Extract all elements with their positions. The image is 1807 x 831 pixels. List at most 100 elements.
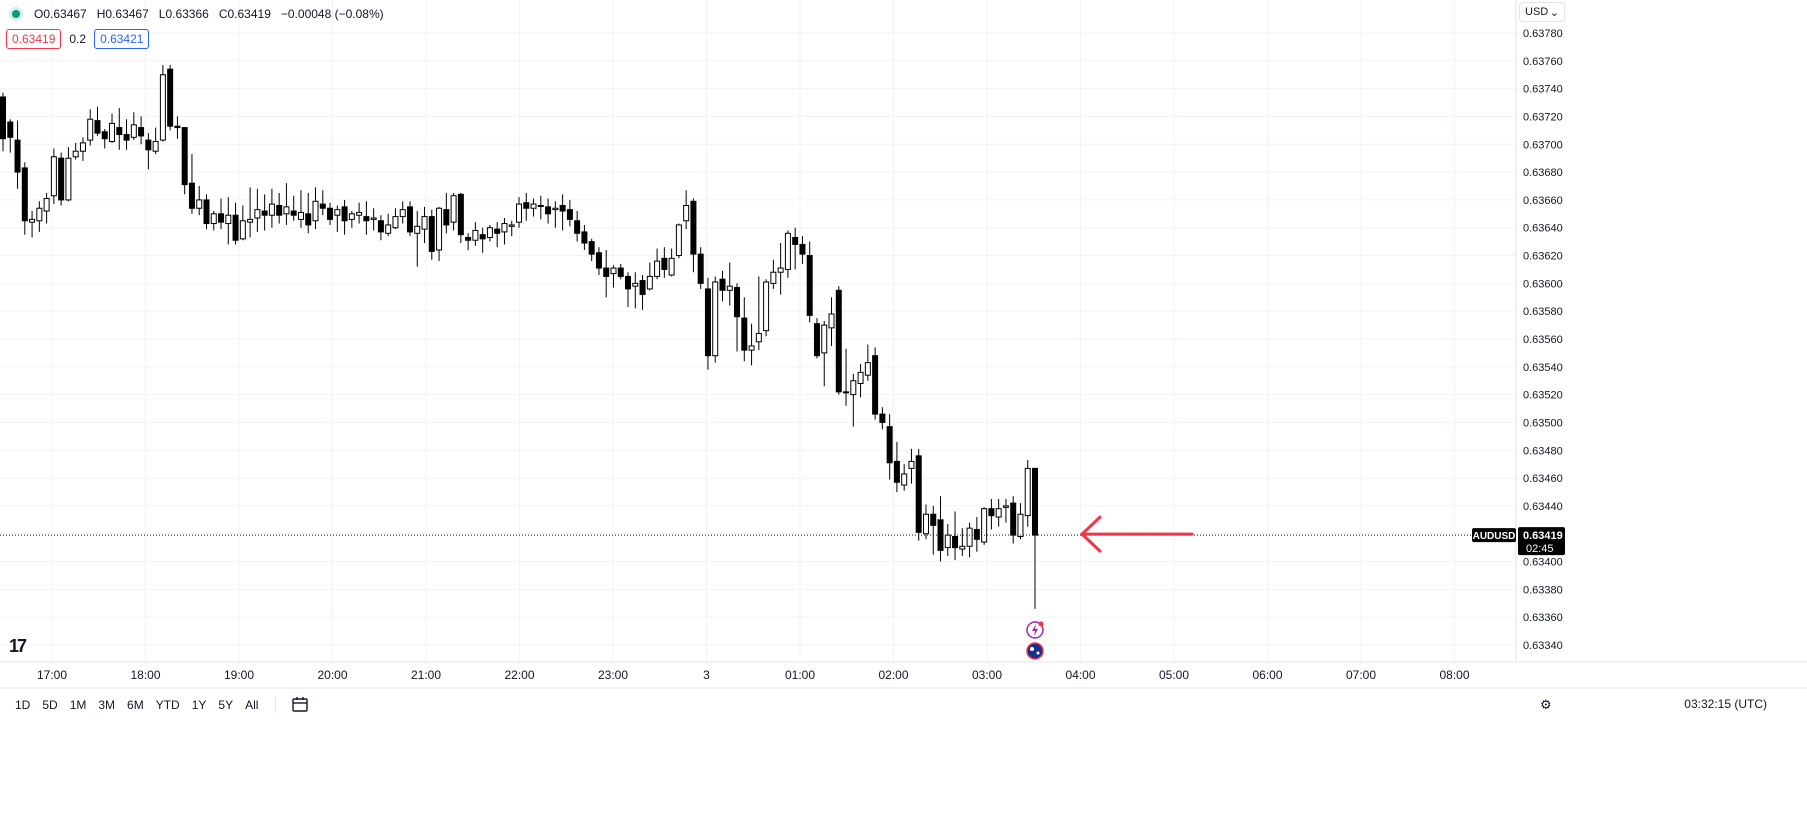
candle-down	[261, 210, 268, 216]
x-tick-label: 22:00	[504, 668, 534, 682]
candle-down	[523, 202, 530, 209]
candle-down	[799, 243, 806, 255]
range-button-1d[interactable]: 1D	[15, 698, 31, 712]
range-button-3m[interactable]: 3M	[98, 698, 116, 712]
candle-down	[937, 519, 944, 551]
currency-select[interactable]: USD ⌄	[1519, 2, 1565, 22]
candle-up	[501, 223, 508, 233]
candle-down	[457, 193, 464, 236]
candle-down	[406, 206, 413, 233]
candle-down	[741, 317, 748, 351]
candle-down	[167, 68, 174, 127]
candle-up	[857, 371, 864, 385]
candle-up	[1002, 505, 1009, 508]
candle-up	[472, 230, 479, 241]
range-button-1m[interactable]: 1M	[69, 698, 87, 712]
range-button-all[interactable]: All	[245, 698, 259, 712]
x-tick-label: 17:00	[37, 668, 67, 682]
utc-clock[interactable]: 03:32:15 (UTC)	[1684, 697, 1767, 711]
candle-up	[399, 209, 406, 218]
y-tick-label: 0.63460	[1523, 473, 1563, 485]
y-tick-label: 0.63440	[1523, 501, 1563, 513]
close-value: C0.63419	[218, 7, 271, 21]
candle-up	[486, 227, 493, 238]
candle-up	[283, 206, 290, 215]
candle-up	[675, 224, 682, 257]
candle-down	[806, 255, 813, 316]
y-tick-label: 0.63740	[1523, 84, 1563, 96]
x-tick-label: 05:00	[1159, 668, 1189, 682]
range-button-ytd[interactable]: YTD	[155, 698, 180, 712]
candle-up	[944, 534, 951, 549]
candle-down	[930, 513, 937, 526]
candle-down	[813, 323, 820, 357]
y-tick-label: 0.63480	[1523, 445, 1563, 457]
candle-up	[632, 282, 639, 287]
candle-down	[494, 228, 501, 234]
candle-up	[239, 220, 246, 240]
candle-up	[152, 140, 159, 152]
y-tick-label: 0.63380	[1523, 584, 1563, 596]
candle-down	[973, 529, 980, 540]
candle-down	[174, 125, 181, 129]
candle-down	[617, 267, 624, 277]
candle-up	[29, 218, 36, 223]
candle-up	[530, 203, 537, 209]
candle-down	[443, 209, 450, 226]
candle-up	[748, 345, 755, 351]
range-button-6m[interactable]: 6M	[127, 698, 144, 712]
candle-up	[959, 545, 966, 550]
candle-up	[130, 124, 137, 138]
tradingview-logo[interactable]: 17	[9, 636, 27, 656]
candle-down	[188, 182, 195, 209]
candle-down	[377, 220, 384, 233]
candle-up	[850, 380, 857, 396]
x-tick-label: 03:00	[972, 668, 1002, 682]
red-arrow-annotation[interactable]	[1079, 515, 1194, 553]
candle-up	[1024, 467, 1031, 517]
buy-price-button[interactable]: 0.63421	[94, 29, 150, 49]
candle-down	[872, 355, 879, 415]
candle-down	[218, 213, 225, 223]
candle-down	[0, 96, 6, 140]
candle-down	[101, 131, 108, 140]
news-flash-icon[interactable]	[1026, 621, 1044, 639]
sell-price-button[interactable]: 0.63419	[6, 29, 62, 49]
candle-up	[995, 508, 1002, 518]
y-tick-label: 0.63700	[1523, 139, 1563, 151]
candle-up	[79, 142, 86, 152]
x-tick-label: 23:00	[598, 668, 628, 682]
spread-value: 0.2	[69, 32, 87, 46]
candle-up	[908, 460, 915, 469]
calendar-range-icon[interactable]	[286, 693, 314, 717]
market-status-dot	[12, 10, 20, 18]
candle-down	[566, 209, 573, 220]
candle-up	[712, 281, 719, 357]
candle-down	[559, 204, 566, 212]
candle-down	[661, 257, 668, 270]
candle-up	[370, 217, 377, 220]
y-tick-label: 0.63620	[1523, 251, 1563, 263]
candle-up	[210, 213, 217, 225]
range-button-5d[interactable]: 5D	[42, 698, 58, 712]
candle-down	[792, 236, 799, 245]
candle-up	[392, 216, 399, 229]
x-tick-label: 3	[703, 668, 710, 682]
toolbar-divider	[275, 697, 277, 713]
candle-up	[843, 391, 850, 394]
candle-up	[516, 203, 522, 223]
candle-up	[254, 209, 261, 219]
x-tick-label: 19:00	[224, 668, 254, 682]
x-tick-label: 18:00	[130, 668, 160, 682]
candle-up	[65, 157, 72, 201]
y-tick-label: 0.63600	[1523, 278, 1563, 290]
settings-icon[interactable]: ⚙	[1540, 697, 1552, 712]
australia-flag-icon[interactable]	[1026, 642, 1044, 660]
chevron-down-icon: ⌄	[1549, 6, 1559, 19]
range-button-5y[interactable]: 5Y	[218, 698, 234, 712]
x-tick-label: 02:00	[878, 668, 908, 682]
range-button-1y[interactable]: 1Y	[191, 698, 207, 712]
y-tick-label: 0.63720	[1523, 111, 1563, 123]
change-value: −0.00048 (−0.08%)	[280, 7, 384, 21]
